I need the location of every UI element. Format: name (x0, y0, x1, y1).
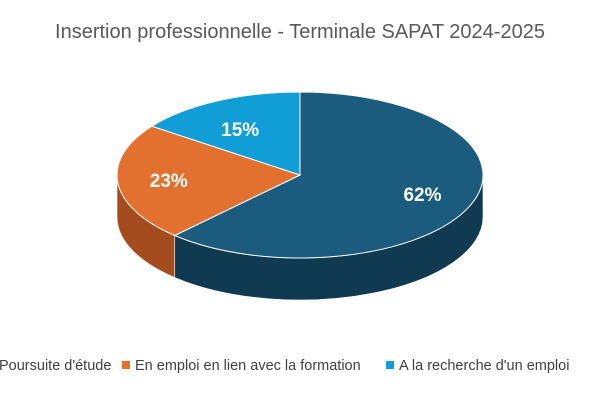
data-label-3: 15% (221, 120, 259, 141)
legend-swatch-2 (122, 361, 130, 369)
legend-label-1: Poursuite d'étude (0, 358, 111, 374)
data-label-2: 23% (150, 171, 188, 192)
legend: Poursuite d'étude En emploi en lien avec … (0, 358, 569, 374)
pie-slice-3 (150, 91, 301, 176)
chart-title: Insertion professionnelle - Terminale SA… (55, 21, 545, 43)
pie-slices (116, 91, 484, 259)
pie-data-labels: 62% 23% 15% (150, 120, 442, 206)
legend-swatch-3 (386, 361, 394, 369)
legend-label-3: A la recherche d'un emploi (399, 358, 569, 374)
pie-slice-1 (173, 91, 484, 259)
pie-slice-2 (116, 125, 302, 237)
data-label-1: 62% (403, 185, 441, 206)
legend-label-2: En emploi en lien avec la formation (135, 358, 361, 374)
